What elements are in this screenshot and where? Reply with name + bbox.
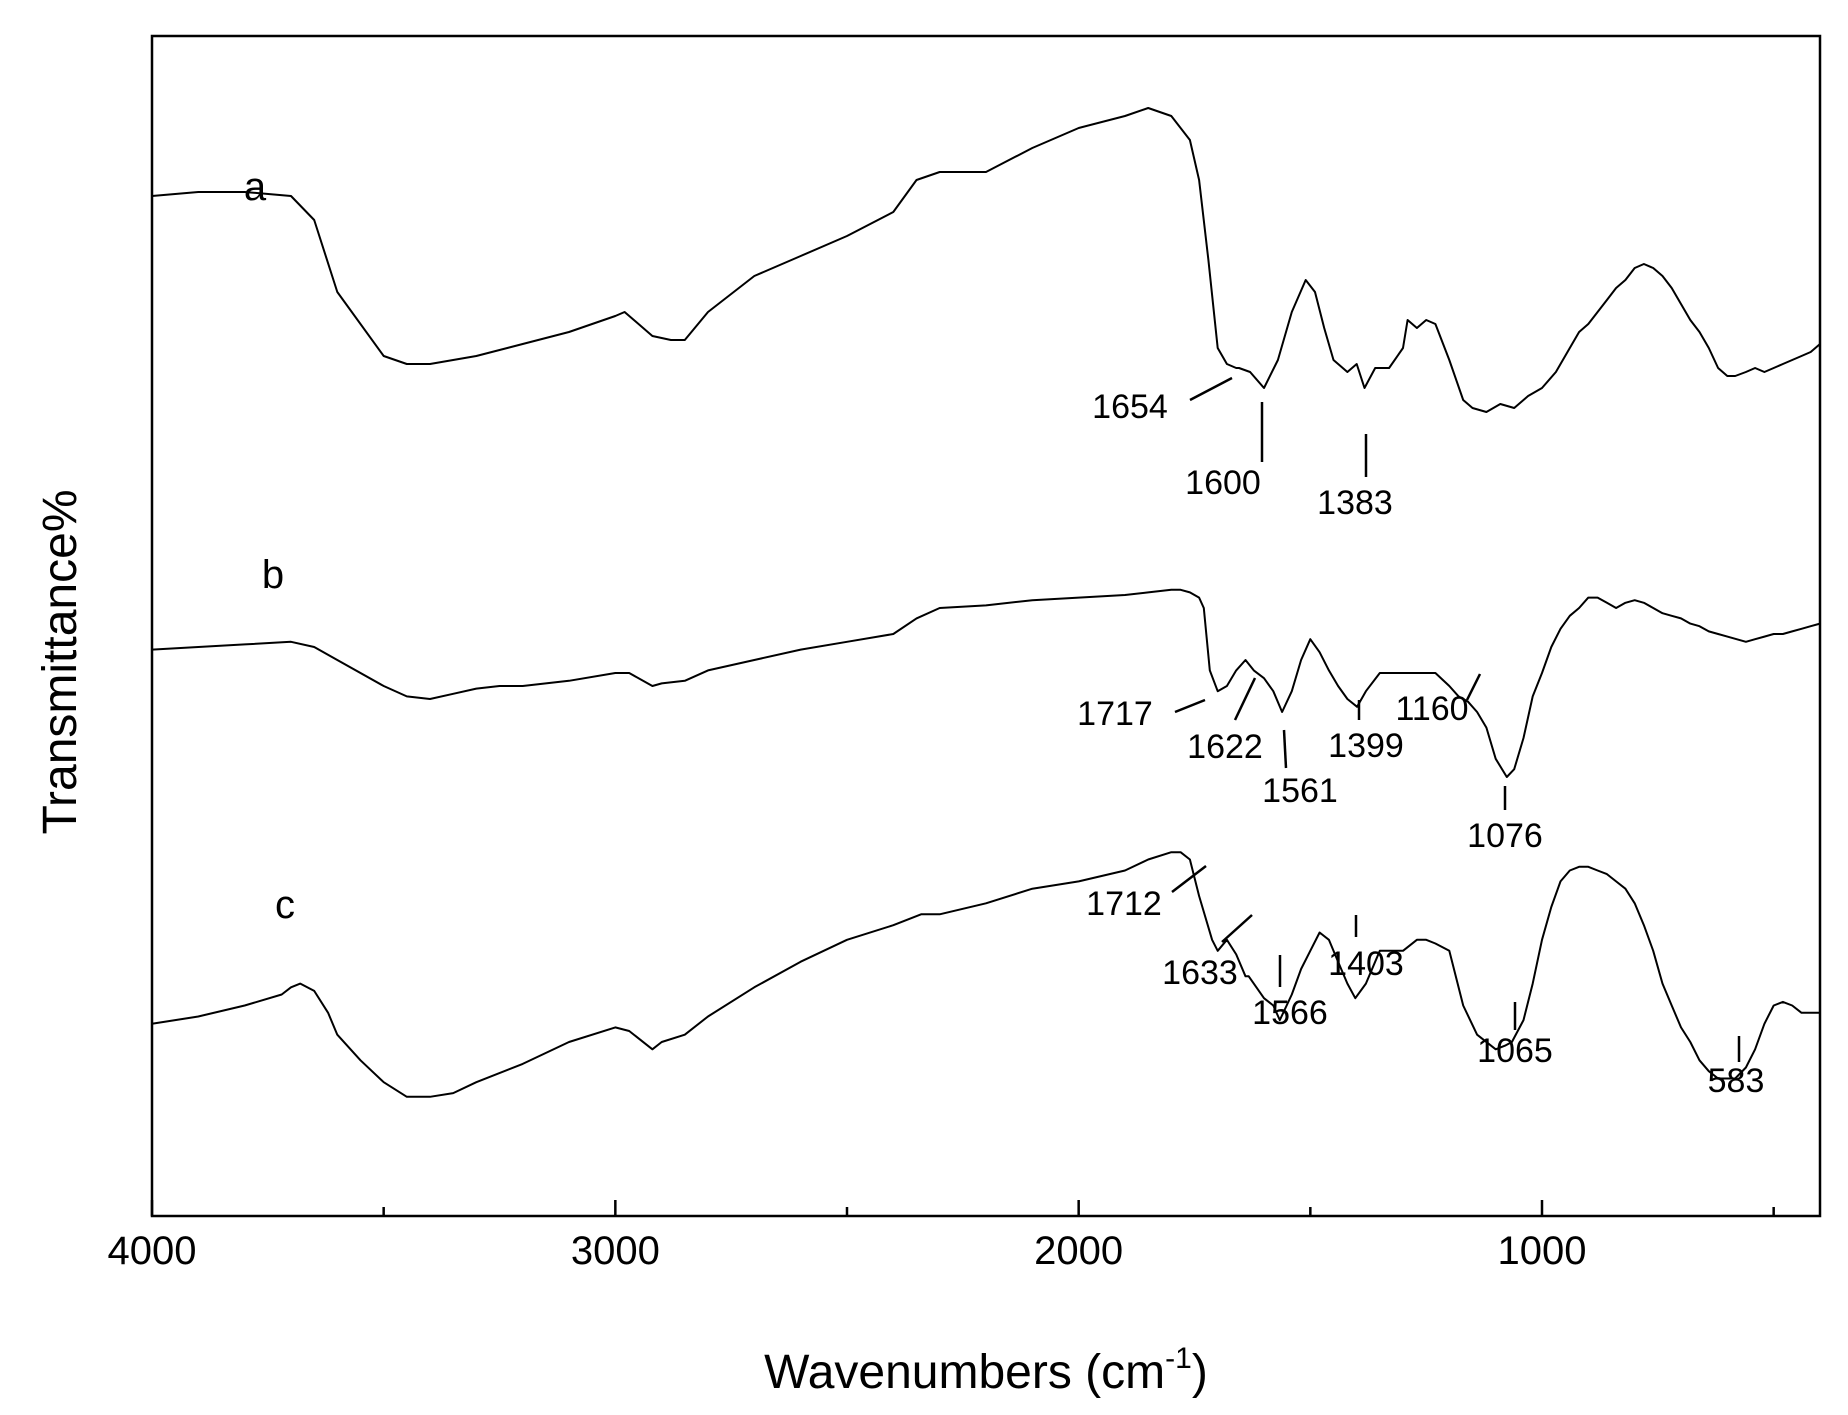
- x-tick-label: 3000: [571, 1229, 660, 1273]
- peak-label-1399: 1399: [1328, 727, 1404, 765]
- peak-label-583: 583: [1708, 1062, 1765, 1100]
- peak-leader-1712: [1171, 865, 1207, 893]
- series-line-a: [151, 107, 1821, 413]
- series-line-c: [151, 851, 1820, 1098]
- peak-label-1065: 1065: [1477, 1032, 1553, 1070]
- series-line-b: [151, 588, 1821, 778]
- x-axis-title-superscript: -1: [1165, 1342, 1192, 1375]
- peak-leader-1160: [1465, 673, 1482, 701]
- peak-label-1383: 1383: [1317, 484, 1393, 522]
- x-tick-label: 1000: [1498, 1229, 1587, 1273]
- x-tick-label: 2000: [1034, 1229, 1123, 1273]
- x-axis-title-close: ): [1192, 1346, 1208, 1399]
- plot-frame: [150, 34, 1822, 1218]
- peak-label-1403: 1403: [1328, 945, 1404, 983]
- peak-leader-1622: [1233, 677, 1257, 721]
- x-axis-title: Wavenumbers (cm-1): [764, 1342, 1208, 1399]
- series-lines: [151, 107, 1821, 1098]
- series-label-b: b: [262, 553, 284, 597]
- x-axis-ticks: [150, 1200, 1775, 1216]
- x-tick-label: 4000: [108, 1229, 197, 1273]
- peak-label-1566: 1566: [1252, 994, 1328, 1032]
- peak-label-1600: 1600: [1185, 464, 1261, 502]
- peak-label-1717: 1717: [1077, 695, 1153, 733]
- y-axis-title: Transmittance%: [34, 490, 87, 835]
- peak-label-1654: 1654: [1092, 388, 1168, 426]
- peak-label-1160: 1160: [1395, 690, 1468, 728]
- series-labels: a b c: [244, 165, 295, 927]
- peak-leader-1654: [1189, 376, 1233, 402]
- x-axis-tick-labels: 4000 3000 2000 1000: [108, 1229, 1587, 1273]
- peak-leader-1561: [1282, 729, 1288, 769]
- peak-leader-1633: [1221, 914, 1253, 943]
- peak-label-1712: 1712: [1086, 885, 1162, 923]
- peak-leader-1717: [1174, 698, 1206, 714]
- series-label-a: a: [244, 165, 267, 209]
- series-label-c: c: [275, 883, 295, 927]
- peak-label-1633: 1633: [1162, 954, 1238, 992]
- peak-label-1622: 1622: [1187, 728, 1263, 766]
- peak-label-1076: 1076: [1467, 817, 1543, 855]
- x-axis-title-main: Wavenumbers (cm: [764, 1346, 1165, 1399]
- peak-label-1561: 1561: [1262, 772, 1338, 810]
